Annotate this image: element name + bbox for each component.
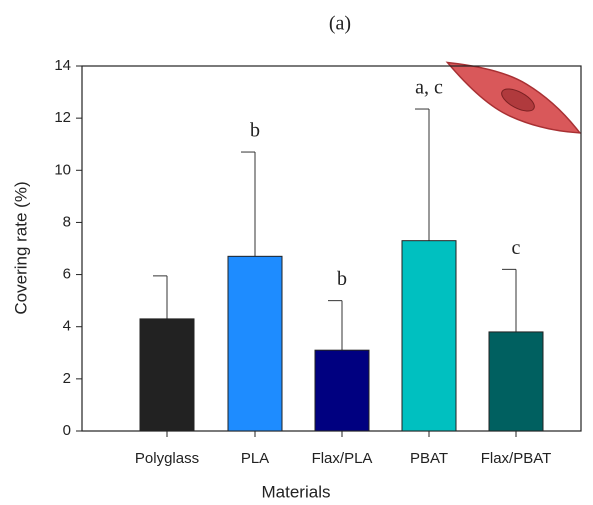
x-tick-label: Polyglass — [135, 450, 199, 467]
bar — [314, 349, 370, 432]
x-tick-label: Flax/PBAT — [481, 450, 552, 467]
y-tick-label: 10 — [54, 161, 71, 178]
y-tick-label: 0 — [63, 422, 71, 439]
y-tick-label: 8 — [63, 213, 71, 230]
y-tick-label: 6 — [63, 266, 71, 283]
annotation: a, c — [415, 77, 443, 99]
x-axis-label: Materials — [262, 482, 331, 501]
annotation: b — [337, 268, 347, 290]
annotation: c — [512, 237, 521, 259]
y-tick-label: 4 — [63, 318, 71, 335]
bar — [488, 331, 544, 432]
x-tick-label: PLA — [241, 450, 269, 467]
bar — [227, 255, 283, 432]
y-axis-label: Covering rate (%) — [11, 181, 30, 314]
y-tick-label: 12 — [54, 109, 71, 126]
bar — [401, 240, 457, 432]
x-tick-label: PBAT — [410, 450, 448, 467]
cell-icon — [445, 61, 582, 134]
bar — [139, 318, 195, 432]
y-tick-label: 2 — [63, 370, 71, 387]
x-tick-label: Flax/PLA — [312, 450, 373, 467]
chart-title: (a) — [329, 13, 351, 35]
annotation: b — [250, 120, 260, 142]
y-tick-label: 14 — [54, 57, 71, 74]
